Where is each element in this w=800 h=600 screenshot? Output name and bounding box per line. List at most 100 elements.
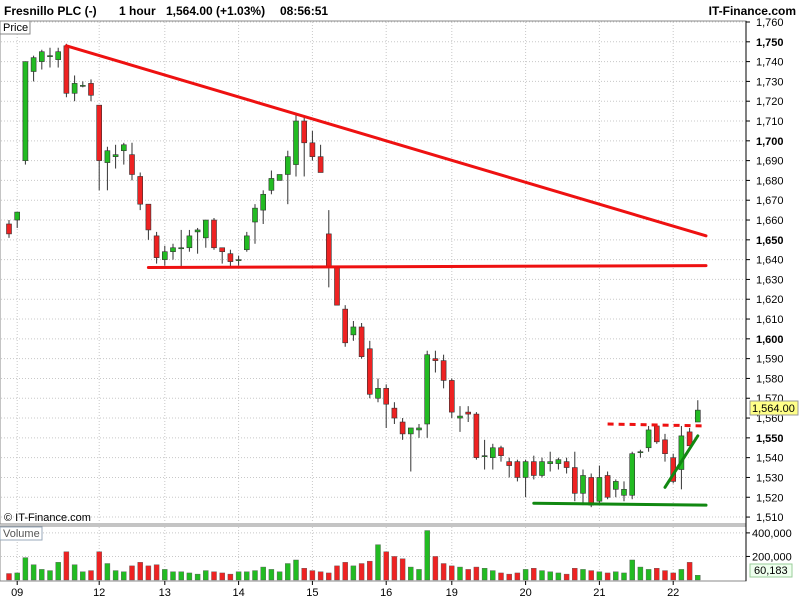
price-tick-label: 1,620 [756,294,784,306]
candle [465,406,472,423]
candle-body [178,247,184,250]
candle-body [457,415,463,419]
candle [186,229,193,252]
volume-bar [465,569,471,581]
volume-bar [563,573,570,581]
candle [555,457,562,470]
candle [112,144,119,169]
candle-body [268,178,275,191]
volume-tick-label: 200,000 [752,551,792,563]
candle-body [498,447,504,456]
volume-bar [211,571,217,581]
price-tick-label: 1,730 [756,76,784,88]
candle-body [440,360,447,381]
candle [260,190,267,224]
time-tick-label: 15 [306,587,318,599]
candle-body [448,380,455,413]
candle [432,350,439,373]
candle-body [424,354,431,425]
candle [325,210,332,288]
volume-bar [137,562,143,581]
candle [63,43,70,98]
volume-bar [88,570,94,581]
candle [104,146,111,191]
volume-bar [424,530,430,581]
volume-bar [252,570,258,581]
candle-body [465,411,472,415]
price-tick-label: 1,650 [756,235,784,247]
candle-body [596,477,603,502]
volume-bar [301,568,307,581]
volume-bar [285,563,291,581]
volume-bars-layer [6,530,701,581]
volume-bar [162,569,168,581]
candle-body [539,461,545,476]
annotation-lines [64,44,708,507]
candle [612,479,619,498]
candle-body [153,235,160,258]
volume-bar [645,569,652,581]
candle-body [55,51,62,60]
candle [71,75,78,102]
time-axis: 09 12 13 14 15 16 19 20 21 22 [11,581,679,599]
volume-bar [342,562,348,581]
price-tick-label: 1,760 [756,17,784,29]
candle-body [662,439,668,454]
volume-bar [572,568,578,581]
horizontal-line [146,264,708,270]
candle [170,243,176,260]
volume-panel-label: Volume [3,528,40,540]
candles-layer [6,43,701,508]
candle-body [506,461,513,466]
volume-bar [55,562,61,581]
volume-bar [39,569,45,581]
candle-body [555,459,562,464]
price-tick-label: 1,750 [756,37,784,49]
candle-body [547,461,554,464]
candle [686,427,693,447]
volume-bar [6,573,12,581]
volume-bar [514,572,521,581]
volume-bar [235,571,242,581]
candle [293,115,299,177]
candle-body [563,461,570,468]
candle [694,400,701,423]
candle [653,423,660,444]
candle [457,406,463,432]
candle-body [252,207,258,223]
volume-bar [219,572,225,581]
volume-bar [71,564,78,581]
candle [440,354,447,389]
candle-body [317,156,324,173]
candle-body [71,83,78,94]
candle [407,427,414,472]
time-tick-label: 19 [446,587,458,599]
candle [366,340,373,399]
candle-body [63,45,70,94]
candle [194,227,201,254]
time-tick-label: 09 [11,587,23,599]
time-tick-label: 21 [593,587,605,599]
candle [424,350,431,438]
candle [244,231,250,252]
candle [121,142,127,165]
candle-body [203,219,209,239]
candle-body [186,235,193,249]
volume-bar [326,572,332,581]
candle-body [284,156,291,175]
volume-bar [490,570,496,581]
candle-body [383,388,390,405]
candle-body [96,104,102,161]
candle [539,457,545,478]
volume-bar [555,572,562,581]
candle-body [88,83,94,96]
candle-body [342,308,349,344]
volume-bar [654,568,660,581]
volume-average-tag [749,563,793,578]
volume-bar [408,566,414,581]
volume-bar [613,571,619,581]
candle [153,231,160,264]
interval-label: 1 hour [119,4,156,18]
volume-bar [506,573,512,581]
